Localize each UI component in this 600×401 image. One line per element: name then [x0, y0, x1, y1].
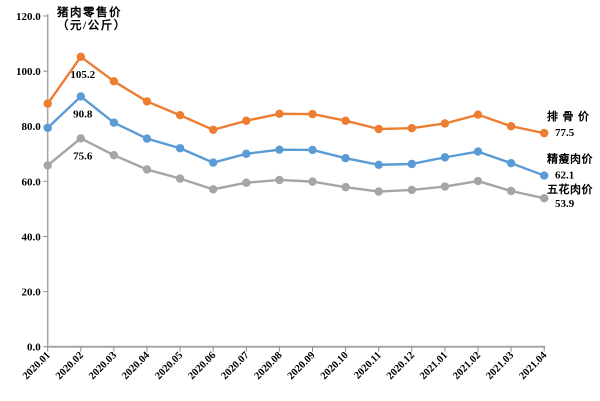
data-point	[109, 77, 119, 86]
data-point	[308, 177, 317, 186]
x-tick-label: 2021.03	[484, 350, 516, 382]
y-tick-label: 100.0	[16, 66, 41, 78]
x-tick-label: 2021.04	[517, 350, 549, 382]
data-point	[341, 154, 350, 163]
data-point	[76, 134, 86, 143]
data-point	[473, 110, 483, 119]
x-tick-label: 2020.04	[120, 350, 152, 382]
data-point	[242, 149, 251, 158]
data-point	[506, 186, 516, 196]
data-point	[209, 158, 218, 167]
data-point	[540, 193, 549, 203]
x-tick-label: 2020.05	[153, 350, 185, 382]
data-point	[341, 116, 350, 125]
y-tick-label: 40.0	[21, 231, 41, 243]
x-tick-label: 2020.08	[253, 350, 285, 382]
data-point	[142, 134, 152, 143]
data-point	[209, 125, 218, 135]
data-point	[540, 128, 549, 138]
series-name-label: 精瘦肉价	[547, 152, 593, 166]
series-line-精瘦肉价	[46, 95, 545, 177]
data-point	[142, 165, 152, 174]
x-tick-label: 2020.12	[385, 350, 417, 382]
x-tick-label: 2021.01	[418, 350, 450, 382]
data-point	[440, 153, 450, 162]
data-point	[440, 182, 450, 191]
peak-data-label: 90.8	[73, 108, 93, 120]
y-tick-label: 60.0	[21, 176, 41, 188]
x-tick-label: 2020.02	[54, 350, 86, 382]
peak-data-label: 75.6	[73, 150, 93, 162]
series-line-五花肉价	[46, 137, 545, 200]
x-tick-label: 2020.01	[21, 350, 53, 382]
data-point	[175, 111, 185, 120]
x-tick-label: 2020.06	[186, 350, 218, 382]
data-point	[308, 109, 317, 119]
data-point	[506, 158, 516, 168]
data-point	[506, 122, 516, 131]
x-tick-label: 2020.07	[220, 350, 252, 382]
data-point	[341, 182, 350, 192]
end-value-label: 77.5	[555, 127, 575, 139]
data-point	[43, 99, 52, 108]
data-point	[209, 185, 218, 194]
data-point	[407, 123, 416, 133]
data-point	[76, 92, 86, 101]
data-point	[43, 161, 52, 170]
series-name-label: 排骨价	[547, 109, 594, 123]
y-tick-label: 120.0	[16, 11, 41, 23]
data-point	[374, 187, 383, 196]
end-value-label: 53.9	[555, 198, 575, 210]
data-point	[109, 118, 119, 127]
data-point	[142, 97, 152, 106]
data-point	[175, 174, 185, 183]
end-value-label: 62.1	[555, 170, 574, 182]
data-point	[473, 176, 483, 186]
data-point	[275, 145, 284, 154]
peak-data-label: 105.2	[70, 69, 95, 81]
data-point	[109, 150, 119, 160]
data-point	[242, 178, 251, 187]
data-point	[374, 124, 383, 134]
data-point	[374, 160, 383, 170]
y-tick-label: 80.0	[21, 121, 41, 133]
data-point	[308, 145, 317, 155]
data-point	[440, 119, 450, 128]
x-tick-label: 2020.09	[286, 350, 318, 382]
data-point	[43, 123, 52, 133]
data-point	[473, 147, 483, 156]
data-point	[407, 185, 416, 195]
data-point	[275, 109, 284, 119]
x-tick-label: 2021.02	[451, 350, 483, 382]
data-point	[242, 116, 251, 125]
data-point	[407, 159, 416, 169]
x-tick-label: 2020.11	[352, 350, 383, 381]
chart-title-text: 猪肉零售价	[57, 7, 122, 19]
x-tick-label: 2020.03	[87, 350, 119, 382]
data-point	[275, 175, 284, 185]
data-point	[175, 144, 185, 153]
x-tick-label: 2020.10	[319, 350, 351, 382]
data-point	[76, 52, 86, 61]
y-tick-label: 0.0	[27, 342, 41, 354]
data-point	[540, 171, 549, 180]
chart-unit-label: （元/公斤）	[57, 20, 127, 32]
y-tick-label: 20.0	[21, 287, 41, 299]
series-line-排骨价	[46, 55, 545, 135]
series-name-label: 五花肉价	[547, 182, 593, 196]
chart-title: 猪肉零售价 （元/公斤）	[57, 7, 127, 33]
